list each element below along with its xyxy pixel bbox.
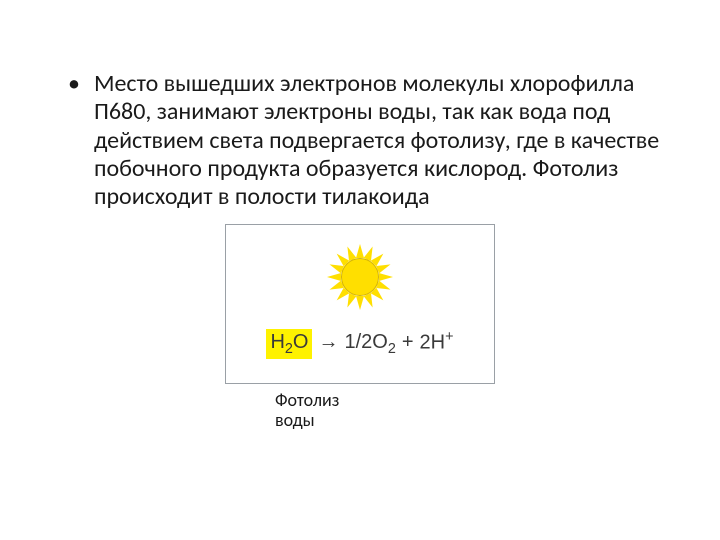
diagram-caption: Фотолиз воды bbox=[225, 390, 495, 430]
diagram-area: H2O → 1/2O2 + 2H+ Фотолиз воды bbox=[50, 224, 670, 430]
photolysis-diagram: H2O → 1/2O2 + 2H+ bbox=[225, 224, 495, 384]
equation-rhs-2h: 2H+ bbox=[420, 329, 454, 355]
photolysis-equation: H2O → 1/2O2 + 2H+ bbox=[266, 329, 453, 360]
equation-plus: + bbox=[402, 331, 414, 354]
bullet-item: • Место вышедших электронов молекулы хло… bbox=[50, 70, 670, 212]
equation-h2o: H2O bbox=[266, 329, 312, 359]
equation-rhs-o2: 1/2O2 bbox=[344, 331, 395, 357]
sun-core bbox=[341, 258, 379, 296]
bullet-glyph: • bbox=[68, 70, 80, 99]
equation-arrow: → bbox=[318, 331, 338, 354]
slide-content: • Место вышедших электронов молекулы хло… bbox=[0, 0, 720, 430]
sun-icon bbox=[327, 244, 393, 310]
body-paragraph: Место вышедших электронов молекулы хлоро… bbox=[94, 70, 670, 212]
